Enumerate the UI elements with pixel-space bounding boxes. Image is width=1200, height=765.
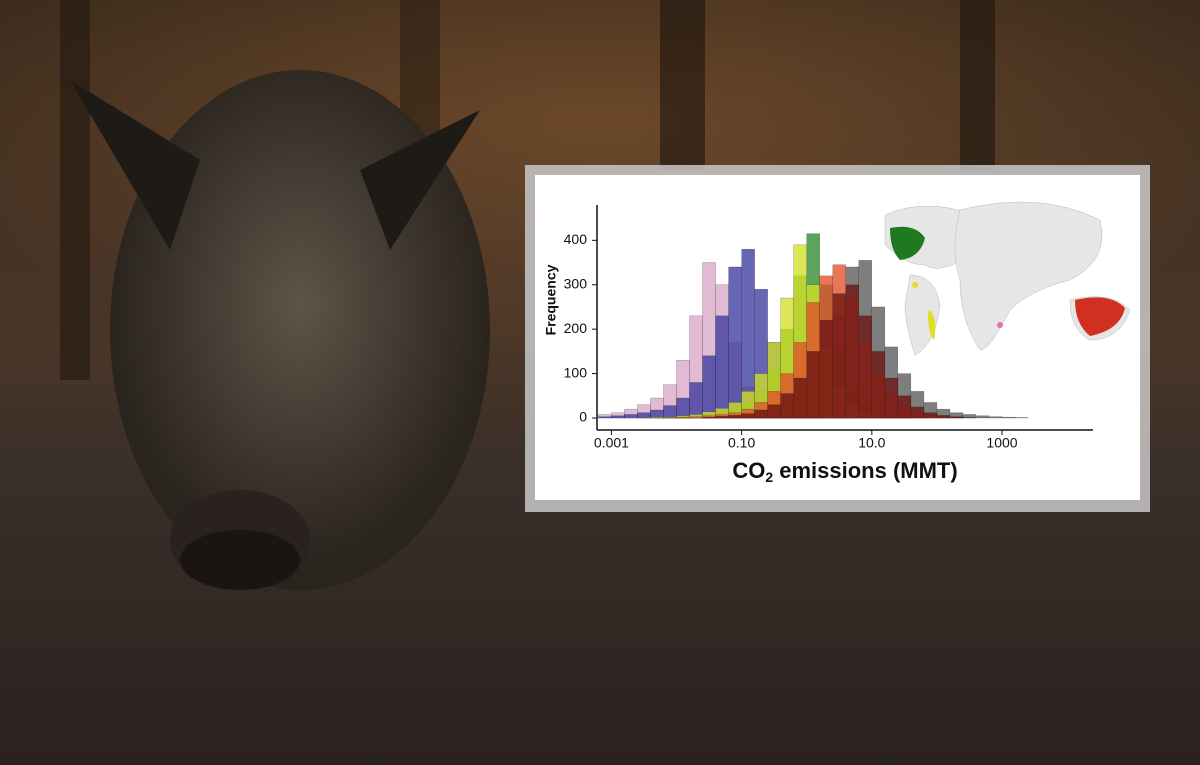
histogram-bar	[624, 414, 638, 419]
histogram-bar	[767, 404, 781, 419]
histogram-bar	[728, 415, 742, 419]
y-tick-label: 100	[564, 364, 588, 380]
x-tick-label: 0.001	[594, 435, 629, 451]
y-tick-label: 400	[564, 231, 588, 247]
histogram-bar	[936, 415, 951, 419]
histogram-bar	[858, 315, 873, 419]
y-axis-label: Frequency	[543, 264, 559, 335]
plot: 0 100 200 300 400 0.001 0.10 10.0 1000	[564, 205, 1093, 451]
histogram-bar	[702, 355, 716, 419]
histogram-bar	[1001, 416, 1016, 419]
histogram-bar	[988, 416, 1003, 419]
histogram-bar	[884, 377, 899, 419]
histogram-bar	[702, 416, 716, 419]
histogram-bar	[923, 412, 938, 419]
histogram-bar	[832, 293, 846, 419]
x-label-main: CO	[732, 458, 765, 483]
histogram-bar	[806, 351, 820, 419]
histogram-bar	[728, 266, 742, 419]
histogram-bar	[819, 320, 833, 419]
histogram-bar	[650, 409, 664, 419]
histogram-bar	[598, 416, 612, 419]
y-tick-label: 200	[564, 320, 588, 336]
histogram-bar	[897, 395, 912, 419]
histogram-bar	[689, 382, 703, 419]
histogram-bar	[715, 416, 729, 419]
histogram-bar	[741, 413, 755, 419]
histogram-bar	[611, 415, 625, 419]
x-label-subscript: 2	[765, 469, 773, 485]
histogram-bar	[871, 351, 886, 419]
histogram-bar	[845, 284, 859, 419]
histogram-bar	[793, 377, 807, 419]
histogram-bar	[676, 416, 690, 419]
histogram-bar	[975, 415, 990, 419]
histogram-bar	[663, 405, 677, 419]
y-tick-label: 0	[579, 409, 587, 425]
histogram-bar	[637, 412, 651, 419]
histogram-bar	[715, 315, 729, 419]
x-tick-label: 10.0	[858, 435, 885, 451]
histogram-bar	[910, 406, 925, 419]
x-tick-label: 0.10	[728, 435, 755, 451]
histogram-bar	[754, 409, 768, 419]
histogram-bar	[949, 416, 964, 419]
y-tick-label: 300	[564, 275, 588, 291]
x-tick-label: 1000	[986, 435, 1017, 451]
histogram-bar	[650, 416, 664, 419]
histogram-bar	[780, 393, 794, 419]
x-axis-label: CO2 emissions (MMT)	[732, 458, 957, 485]
world-map	[884, 201, 1131, 356]
histogram-bar	[676, 397, 690, 419]
x-label-rest: emissions (MMT)	[773, 458, 958, 483]
histogram-bar	[689, 416, 703, 419]
